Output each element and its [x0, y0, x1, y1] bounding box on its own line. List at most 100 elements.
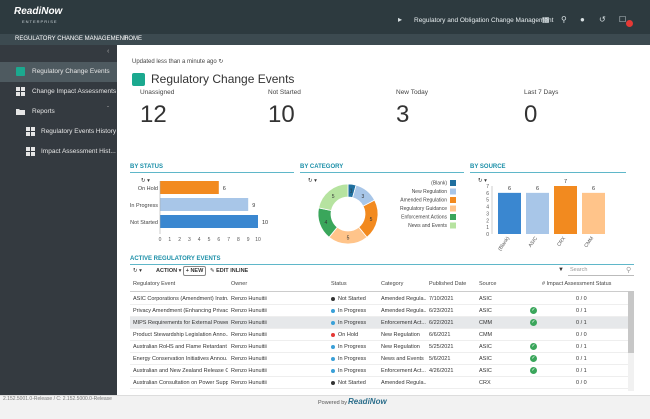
app-title: Regulatory and Obligation Change Managem…	[414, 17, 554, 24]
cell-event[interactable]: Australian and New Zealand Release Co...	[133, 368, 228, 374]
column-header-impact-assessment[interactable]: # Impact Assessment Status	[542, 281, 612, 287]
status-dot	[331, 380, 335, 385]
grid-scrollbar-thumb[interactable]	[628, 291, 634, 353]
last-updated: Updated less than a minute ago ↻	[132, 58, 223, 65]
section-divider	[130, 172, 294, 173]
sidebar-item-reports[interactable]: Reports ˆ	[0, 102, 117, 122]
search-icon[interactable]: ⚲	[626, 267, 632, 274]
table-row[interactable]: Privacy Amendment (Enhancing Privac... Re…	[130, 305, 634, 317]
edit-inline-label: EDIT INLINE	[216, 268, 249, 274]
cell-source: ASIC	[479, 368, 492, 374]
cell-event[interactable]: Australian RoHS and Flame Retardant ...	[133, 344, 228, 350]
notifications-icon[interactable]: ☐	[619, 15, 627, 24]
source-bar[interactable]	[526, 192, 549, 234]
source-bar[interactable]	[554, 186, 577, 234]
nav-bar: REGULATORY CHANGE MANAGEMENT HOME	[0, 34, 650, 45]
sidebar-item-label: Reports	[32, 108, 55, 115]
source-bar[interactable]	[498, 192, 521, 234]
collapse-sidebar-icon[interactable]: ‹	[107, 48, 110, 55]
column-header-event[interactable]: Regulatory Event	[133, 281, 176, 287]
column-header-source[interactable]: Source	[479, 281, 497, 287]
sidebar-item-change-impact-assessments[interactable]: Change Impact Assessments	[0, 82, 117, 102]
cell-event[interactable]: Privacy Amendment (Enhancing Privac...	[133, 308, 228, 314]
cell-event[interactable]: ASIC Corporations (Amendment) Instru...	[133, 296, 228, 302]
search-input[interactable]: Search	[568, 266, 634, 276]
column-header-owner[interactable]: Owner	[231, 281, 248, 287]
cell-event[interactable]: Energy Conservation Initiatives Annou...	[133, 356, 228, 362]
category-legend-label: Regulatory Guidance	[400, 206, 447, 212]
filter-icon[interactable]: ▼	[558, 267, 564, 273]
source-y-tick-label: 1	[486, 225, 489, 231]
status-data-label: 6	[223, 186, 226, 192]
chevron-up-icon[interactable]: ˆ	[107, 107, 109, 113]
cell-status: In Progress	[331, 368, 379, 374]
cell-status: In Progress	[331, 308, 379, 314]
sidebar-item-label: Change Impact Assessments	[32, 88, 117, 95]
footer: 2.152.5001.0-Release / C: 2.152.5000.0-R…	[0, 395, 650, 419]
table-row[interactable]: Australian RoHS and Flame Retardant ... R…	[130, 341, 634, 353]
status-x-tick-label: 10	[255, 237, 261, 243]
section-by-source: BY SOURCE	[470, 164, 506, 170]
cell-event[interactable]: Australian Consultation on Power Supp...	[133, 380, 228, 386]
by-category-chart[interactable]: 1 3 5 5 4 5 (Blank) New Regulation Amended Regul…	[298, 176, 468, 256]
cell-category: Amended Regula...	[381, 296, 427, 302]
tab-regulatory-change-management[interactable]: REGULATORY CHANGE MANAGEMENT	[15, 36, 128, 42]
source-data-label: 6	[536, 186, 539, 192]
status-bar[interactable]	[160, 181, 219, 194]
category-data-label: 4	[324, 220, 327, 226]
check-circle-icon: ✓	[530, 307, 537, 314]
megaphone-icon[interactable]: ▸	[398, 15, 403, 24]
source-bar[interactable]	[582, 192, 605, 234]
status-category-label: Not Started	[130, 220, 158, 226]
cell-event[interactable]: MIPS Requirements for External Power...	[133, 320, 228, 326]
history-icon[interactable]: ↺	[599, 15, 606, 24]
table-row[interactable]: MIPS Requirements for External Power... R…	[130, 317, 634, 329]
refresh-chart-button[interactable]: ↻ ▾	[478, 178, 487, 184]
section-active-events: ACTIVE REGULATORY EVENTS	[130, 256, 221, 262]
section-divider	[470, 172, 626, 173]
refresh-icon[interactable]: ↻	[218, 59, 224, 65]
cell-event[interactable]: Product Stewardship Legislation Anno...	[133, 332, 228, 338]
category-legend-label: Enforcement Actions	[401, 215, 447, 221]
cell-published-date: 6/23/2021	[429, 308, 454, 314]
category-slice[interactable]	[318, 183, 349, 212]
stat-value-unassigned[interactable]: 12	[140, 101, 167, 128]
refresh-chart-button[interactable]: ↻ ▾	[308, 178, 317, 184]
refresh-chart-button[interactable]: ↻ ▾	[141, 178, 150, 184]
brand-logo[interactable]: ReadiNow	[14, 6, 63, 17]
column-header-published-date[interactable]: Published Date	[429, 281, 467, 287]
user-icon[interactable]: ●	[580, 15, 585, 24]
status-dot	[331, 368, 335, 373]
search-icon[interactable]: ⚲	[561, 15, 567, 24]
cell-owner: Renzo Hunuitii	[231, 308, 267, 314]
tab-home[interactable]: HOME	[124, 36, 142, 42]
sidebar-item-regulatory-change-events[interactable]: Regulatory Change Events	[0, 62, 117, 82]
grid-icon[interactable]: ▦	[542, 15, 550, 24]
table-row[interactable]: Product Stewardship Legislation Anno... R…	[130, 329, 634, 341]
table-row[interactable]: Energy Conservation Initiatives Annou...…	[130, 353, 634, 365]
category-legend-swatch	[450, 188, 456, 195]
cell-category: Amended Regula...	[381, 308, 427, 314]
stat-value-last-7-days[interactable]: 0	[524, 101, 538, 128]
action-menu-button[interactable]: ACTION ▾	[156, 268, 182, 274]
table-row[interactable]: ASIC Corporations (Amendment) Instru... R…	[130, 293, 634, 305]
stat-value-not-started[interactable]: 10	[268, 101, 295, 128]
sidebar-item-regulatory-events-history[interactable]: Regulatory Events History	[0, 122, 117, 142]
table-row[interactable]: Australian and New Zealand Release Co...…	[130, 365, 634, 377]
refresh-grid-button[interactable]: ↻ ▾	[133, 268, 142, 274]
status-bar[interactable]	[160, 198, 249, 211]
column-header-category[interactable]: Category	[381, 281, 404, 287]
source-y-tick-label: 0	[486, 232, 489, 238]
column-header-status[interactable]: Status	[331, 281, 347, 287]
stat-value-new-today[interactable]: 3	[396, 101, 410, 128]
report-icon	[26, 147, 35, 156]
status-x-tick-label: 8	[237, 237, 240, 243]
sidebar-item-impact-assessment-history[interactable]: Impact Assessment Hist...	[0, 142, 117, 162]
new-button[interactable]: + NEW	[183, 266, 206, 276]
cell-owner: Renzo Hunuitii	[231, 368, 267, 374]
table-row[interactable]: Australian Consultation on Power Supp...…	[130, 377, 634, 389]
status-bar[interactable]	[160, 215, 258, 228]
edit-inline-button[interactable]: ✎ EDIT INLINE	[210, 268, 249, 274]
